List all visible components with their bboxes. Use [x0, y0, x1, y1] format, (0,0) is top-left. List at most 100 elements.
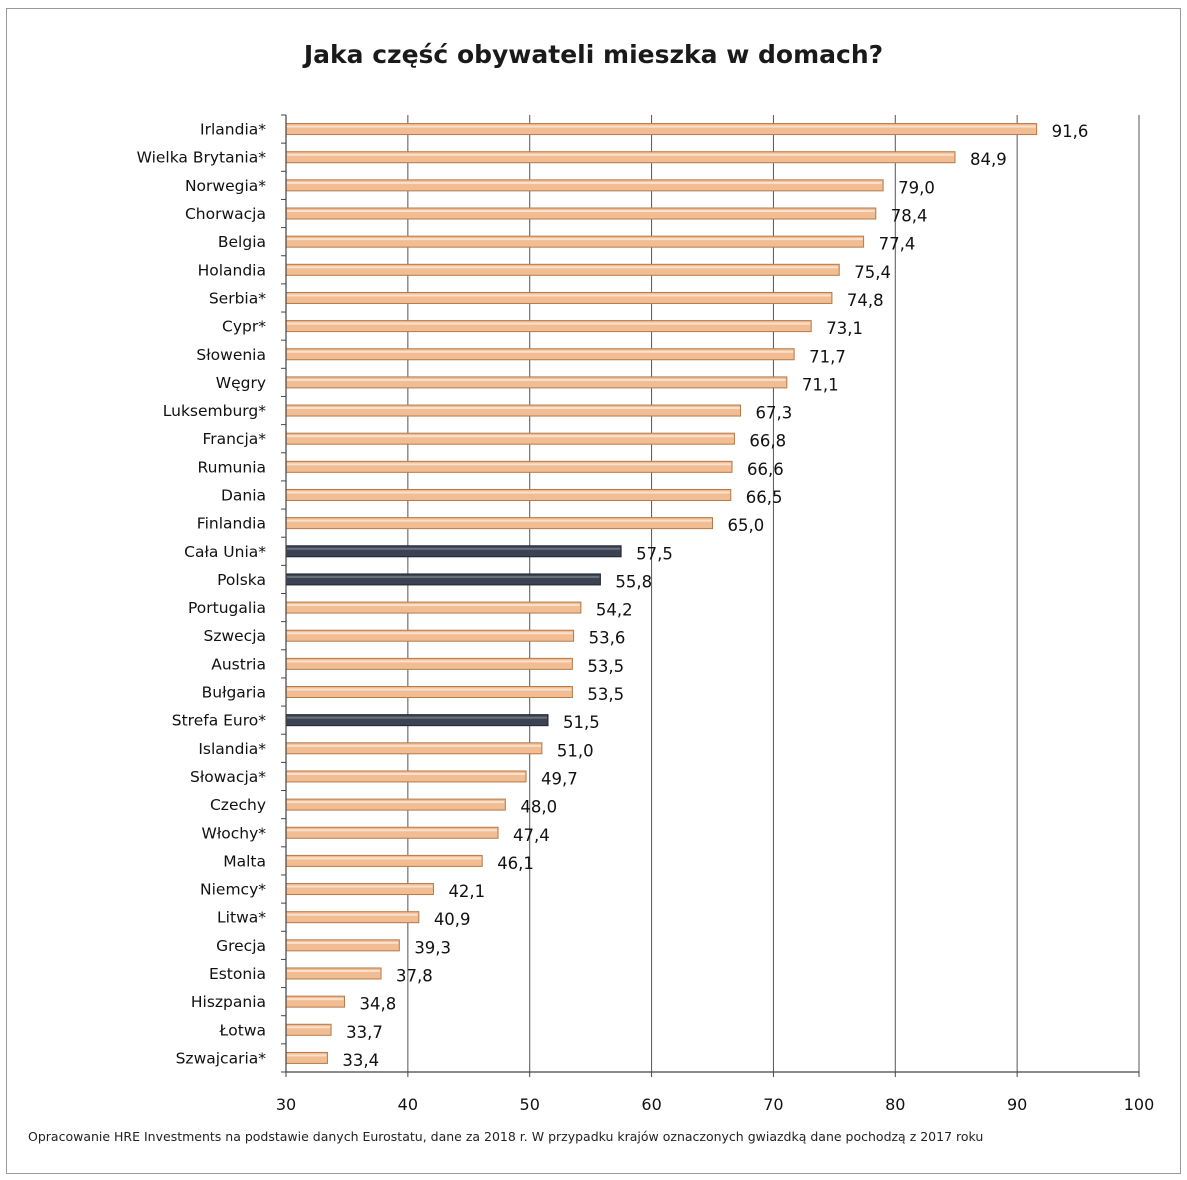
bar	[285, 770, 527, 783]
category-label: Portugalia	[188, 599, 266, 617]
bar	[285, 742, 543, 755]
category-label: Węgry	[216, 374, 266, 392]
bar	[285, 460, 733, 473]
bar-gloss	[287, 632, 573, 635]
value-label: 66,5	[746, 488, 783, 507]
category-label: Holandia	[198, 261, 266, 279]
category-label: Hiszpania	[191, 993, 266, 1011]
value-label: 49,7	[541, 769, 578, 788]
category-label: Grecja	[216, 937, 266, 955]
bar-gloss	[287, 969, 381, 972]
category-label: Rumunia	[198, 458, 266, 476]
value-label: 47,4	[513, 826, 550, 845]
value-label: 53,5	[587, 685, 624, 704]
bar	[285, 911, 420, 924]
bar-gloss	[287, 153, 954, 156]
bar-gloss	[287, 688, 572, 691]
bar	[285, 291, 833, 304]
bar	[285, 488, 732, 501]
bar	[285, 123, 1038, 136]
category-label: Słowacja*	[190, 768, 266, 786]
value-label: 66,8	[749, 432, 786, 451]
value-label: 57,5	[636, 544, 673, 563]
category-label: Serbia*	[209, 289, 266, 307]
value-label: 71,7	[809, 347, 846, 366]
bar-gloss	[287, 407, 740, 410]
category-label: Włochy*	[202, 824, 267, 842]
bar-gloss	[287, 1026, 331, 1029]
category-label: Bułgaria	[202, 684, 266, 702]
bar	[285, 826, 499, 839]
bar-gloss	[287, 941, 399, 944]
value-label: 84,9	[970, 150, 1007, 169]
value-label: 67,3	[756, 404, 793, 423]
x-tick-label: 30	[276, 1095, 296, 1114]
value-label: 53,5	[587, 657, 624, 676]
category-label: Norwegia*	[185, 177, 266, 195]
bar-gloss	[287, 1054, 327, 1057]
category-label: Wielka Brytania*	[137, 149, 267, 167]
bar	[285, 686, 573, 699]
value-label: 79,0	[898, 178, 935, 197]
bar-gloss	[287, 998, 344, 1001]
bar-gloss	[287, 772, 526, 775]
bar-gloss	[287, 857, 482, 860]
category-label: Niemcy*	[200, 881, 266, 899]
category-label: Słowenia	[196, 346, 266, 364]
bar	[285, 714, 549, 727]
x-tick-label: 70	[763, 1095, 783, 1114]
bar	[285, 798, 506, 811]
bar	[285, 1023, 332, 1036]
category-label: Dania	[221, 486, 266, 504]
bar	[285, 263, 840, 276]
category-label: Estonia	[209, 965, 266, 983]
value-label: 71,1	[802, 375, 839, 394]
bar	[285, 601, 582, 614]
category-label: Austria	[211, 655, 266, 673]
value-label: 40,9	[434, 910, 471, 929]
bar	[285, 854, 483, 867]
bar	[285, 967, 382, 980]
bar	[285, 545, 622, 558]
bar-chart: Irlandia* 91,6 Wielka Brytania* 84,9 Norwegi…	[137, 114, 1154, 1114]
category-label: Cała Unia*	[184, 543, 266, 561]
bar-gloss	[287, 266, 839, 269]
bar-gloss	[287, 575, 600, 578]
value-label: 55,8	[615, 572, 652, 591]
category-label: Strefa Euro*	[172, 712, 266, 730]
value-label: 78,4	[891, 207, 928, 226]
category-label: Czechy	[210, 796, 266, 814]
bar-gloss	[287, 125, 1036, 128]
bar	[285, 179, 884, 192]
bar	[285, 432, 735, 445]
bar-gloss	[287, 744, 541, 747]
value-label: 51,5	[563, 713, 600, 732]
bar	[285, 657, 573, 670]
category-label: Łotwa	[219, 1021, 266, 1039]
bar	[285, 517, 713, 530]
bar	[285, 883, 434, 896]
bar	[285, 207, 877, 220]
bar-gloss	[287, 604, 580, 607]
bar-gloss	[287, 294, 831, 297]
bar-gloss	[287, 322, 811, 325]
bar-gloss	[287, 660, 572, 663]
category-label: Islandia*	[198, 740, 266, 758]
category-label: Finlandia	[197, 515, 266, 533]
category-label: Szwecja	[203, 627, 266, 645]
value-label: 37,8	[396, 966, 433, 985]
bar-gloss	[287, 435, 734, 438]
category-label: Szwajcaria*	[176, 1049, 267, 1067]
value-label: 39,3	[414, 938, 451, 957]
value-label: 66,6	[747, 460, 784, 479]
value-label: 48,0	[520, 798, 557, 817]
category-label: Polska	[217, 571, 266, 589]
bar	[285, 629, 575, 642]
value-label: 53,6	[589, 629, 626, 648]
category-label: Irlandia*	[200, 121, 266, 139]
category-label: Litwa*	[217, 909, 266, 927]
bar-gloss	[287, 238, 863, 241]
value-label: 65,0	[728, 516, 765, 535]
bar	[285, 320, 812, 333]
value-label: 77,4	[879, 235, 916, 254]
